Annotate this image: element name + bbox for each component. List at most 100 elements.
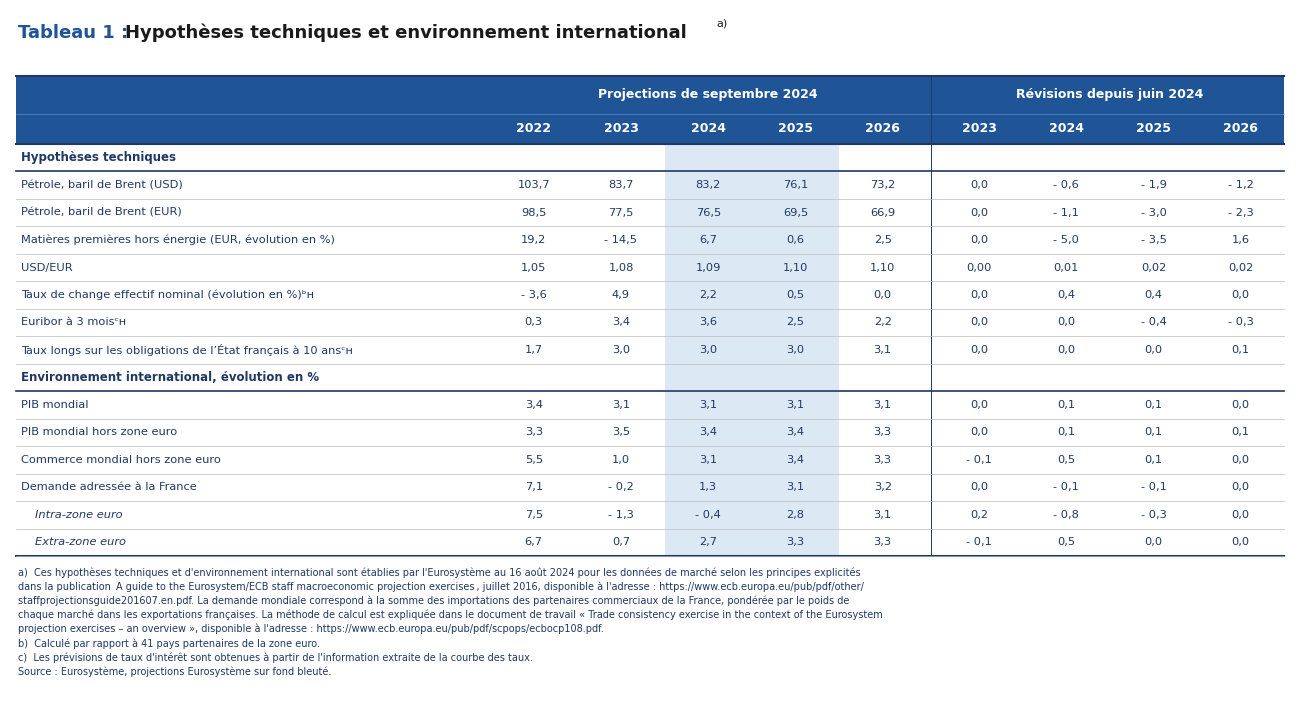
Text: Pétrole, baril de Brent (USD): Pétrole, baril de Brent (USD) xyxy=(21,180,182,190)
Text: 0,7: 0,7 xyxy=(612,537,630,547)
Text: 6,7: 6,7 xyxy=(699,235,718,245)
Text: - 0,1: - 0,1 xyxy=(966,537,992,547)
Text: - 0,3: - 0,3 xyxy=(1140,510,1166,520)
Text: - 0,6: - 0,6 xyxy=(1053,180,1079,190)
Text: 1,10: 1,10 xyxy=(783,262,809,273)
Text: 3,4: 3,4 xyxy=(525,400,542,410)
Text: 3,4: 3,4 xyxy=(612,317,630,328)
Text: 83,2: 83,2 xyxy=(696,180,720,190)
Text: Hypothèses techniques: Hypothèses techniques xyxy=(21,151,176,164)
Text: 0,3: 0,3 xyxy=(525,317,543,328)
Text: - 0,2: - 0,2 xyxy=(608,482,634,492)
Text: 5,5: 5,5 xyxy=(525,455,543,465)
Text: - 14,5: - 14,5 xyxy=(604,235,637,245)
Text: 3,1: 3,1 xyxy=(699,400,718,410)
Text: Source : Eurosystème, projections Eurosystème sur fond bleuté.: Source : Eurosystème, projections Eurosy… xyxy=(18,667,332,677)
Text: 0,01: 0,01 xyxy=(1053,262,1079,273)
Text: dans la publication  A guide to the Eurosystem/ECB staff macroeconomic projectio: dans la publication A guide to the Euros… xyxy=(18,582,865,592)
Text: 3,6: 3,6 xyxy=(699,317,718,328)
Text: 3,4: 3,4 xyxy=(699,427,718,437)
Text: Environnement international, évolution en %: Environnement international, évolution e… xyxy=(21,371,318,384)
Text: Extra-zone euro: Extra-zone euro xyxy=(35,537,126,547)
Text: 0,0: 0,0 xyxy=(970,180,988,190)
Text: Commerce mondial hors zone euro: Commerce mondial hors zone euro xyxy=(21,455,221,465)
Text: - 0,1: - 0,1 xyxy=(966,455,992,465)
Text: 3,0: 3,0 xyxy=(699,345,718,355)
Text: 2025: 2025 xyxy=(777,122,812,135)
Text: 2,5: 2,5 xyxy=(786,317,805,328)
Text: 103,7: 103,7 xyxy=(517,180,550,190)
Text: 3,1: 3,1 xyxy=(874,345,892,355)
Text: 3,4: 3,4 xyxy=(786,427,805,437)
Text: Tableau 1 :: Tableau 1 : xyxy=(18,24,135,41)
Text: - 3,6: - 3,6 xyxy=(521,290,546,300)
Text: 0,1: 0,1 xyxy=(1057,400,1075,410)
Text: 1,3: 1,3 xyxy=(699,482,718,492)
Text: 1,10: 1,10 xyxy=(870,262,896,273)
Text: - 1,1: - 1,1 xyxy=(1053,208,1079,218)
Text: - 1,2: - 1,2 xyxy=(1228,180,1253,190)
Text: - 2,3: - 2,3 xyxy=(1228,208,1253,218)
Text: 76,5: 76,5 xyxy=(696,208,720,218)
Text: 0,1: 0,1 xyxy=(1144,455,1162,465)
Text: 0,0: 0,0 xyxy=(1231,400,1249,410)
Text: 6,7: 6,7 xyxy=(525,537,542,547)
Text: 2026: 2026 xyxy=(866,122,900,135)
Text: Euribor à 3 moisᶜʜ: Euribor à 3 moisᶜʜ xyxy=(21,317,126,328)
Text: - 0,1: - 0,1 xyxy=(1140,482,1166,492)
Text: 2026: 2026 xyxy=(1223,122,1258,135)
Text: 0,0: 0,0 xyxy=(970,400,988,410)
Text: 0,0: 0,0 xyxy=(874,290,892,300)
Text: 0,02: 0,02 xyxy=(1141,262,1166,273)
Text: 19,2: 19,2 xyxy=(521,235,546,245)
Text: 0,1: 0,1 xyxy=(1057,427,1075,437)
Text: Taux longs sur les obligations de l’État français à 10 ansᶜʜ: Taux longs sur les obligations de l’État… xyxy=(21,344,352,356)
Text: staffprojectionsguide201607.en.pdf. La demande mondiale correspond à la somme de: staffprojectionsguide201607.en.pdf. La d… xyxy=(18,596,850,607)
Text: - 5,0: - 5,0 xyxy=(1053,235,1079,245)
Text: 7,1: 7,1 xyxy=(525,482,543,492)
Text: 0,0: 0,0 xyxy=(1057,317,1075,328)
Text: 2025: 2025 xyxy=(1136,122,1171,135)
Text: 0,5: 0,5 xyxy=(1057,455,1075,465)
Text: 2,8: 2,8 xyxy=(786,510,805,520)
Text: chaque marché dans les exportations françaises. La méthode de calcul est expliqu: chaque marché dans les exportations fran… xyxy=(18,610,883,620)
Text: Projections de septembre 2024: Projections de septembre 2024 xyxy=(598,88,818,101)
Text: 3,3: 3,3 xyxy=(525,427,543,437)
Text: 0,5: 0,5 xyxy=(1057,537,1075,547)
Text: 1,7: 1,7 xyxy=(525,345,543,355)
Text: Demande adressée à la France: Demande adressée à la France xyxy=(21,482,196,492)
Text: Révisions depuis juin 2024: Révisions depuis juin 2024 xyxy=(1017,88,1204,101)
Text: 0,0: 0,0 xyxy=(1144,345,1162,355)
Text: - 3,5: - 3,5 xyxy=(1140,235,1166,245)
Text: 0,0: 0,0 xyxy=(1231,290,1249,300)
Text: - 1,9: - 1,9 xyxy=(1140,180,1166,190)
Text: 0,0: 0,0 xyxy=(970,235,988,245)
Text: 69,5: 69,5 xyxy=(783,208,809,218)
Text: 0,6: 0,6 xyxy=(786,235,805,245)
Text: USD/EUR: USD/EUR xyxy=(21,262,73,273)
Text: - 0,1: - 0,1 xyxy=(1053,482,1079,492)
Text: Pétrole, baril de Brent (EUR): Pétrole, baril de Brent (EUR) xyxy=(21,208,182,218)
Text: 0,0: 0,0 xyxy=(1057,345,1075,355)
Text: Hypothèses techniques et environnement international: Hypothèses techniques et environnement i… xyxy=(125,23,686,42)
Text: 1,08: 1,08 xyxy=(608,262,633,273)
Text: 1,09: 1,09 xyxy=(696,262,722,273)
Text: PIB mondial: PIB mondial xyxy=(21,400,88,410)
Text: 0,4: 0,4 xyxy=(1144,290,1162,300)
Text: - 1,3: - 1,3 xyxy=(608,510,634,520)
Text: 0,1: 0,1 xyxy=(1144,400,1162,410)
Text: 0,0: 0,0 xyxy=(970,482,988,492)
Text: 0,4: 0,4 xyxy=(1057,290,1075,300)
Text: 0,0: 0,0 xyxy=(1231,537,1249,547)
Text: 0,0: 0,0 xyxy=(970,290,988,300)
Text: a): a) xyxy=(716,19,728,29)
Text: 77,5: 77,5 xyxy=(608,208,633,218)
Text: 3,4: 3,4 xyxy=(786,455,805,465)
Text: 0,0: 0,0 xyxy=(1144,537,1162,547)
Text: 2022: 2022 xyxy=(516,122,551,135)
Text: 0,0: 0,0 xyxy=(970,345,988,355)
Text: 1,6: 1,6 xyxy=(1232,235,1249,245)
Text: 0,1: 0,1 xyxy=(1231,427,1249,437)
Text: 2024: 2024 xyxy=(1049,122,1084,135)
Text: 0,0: 0,0 xyxy=(1231,455,1249,465)
